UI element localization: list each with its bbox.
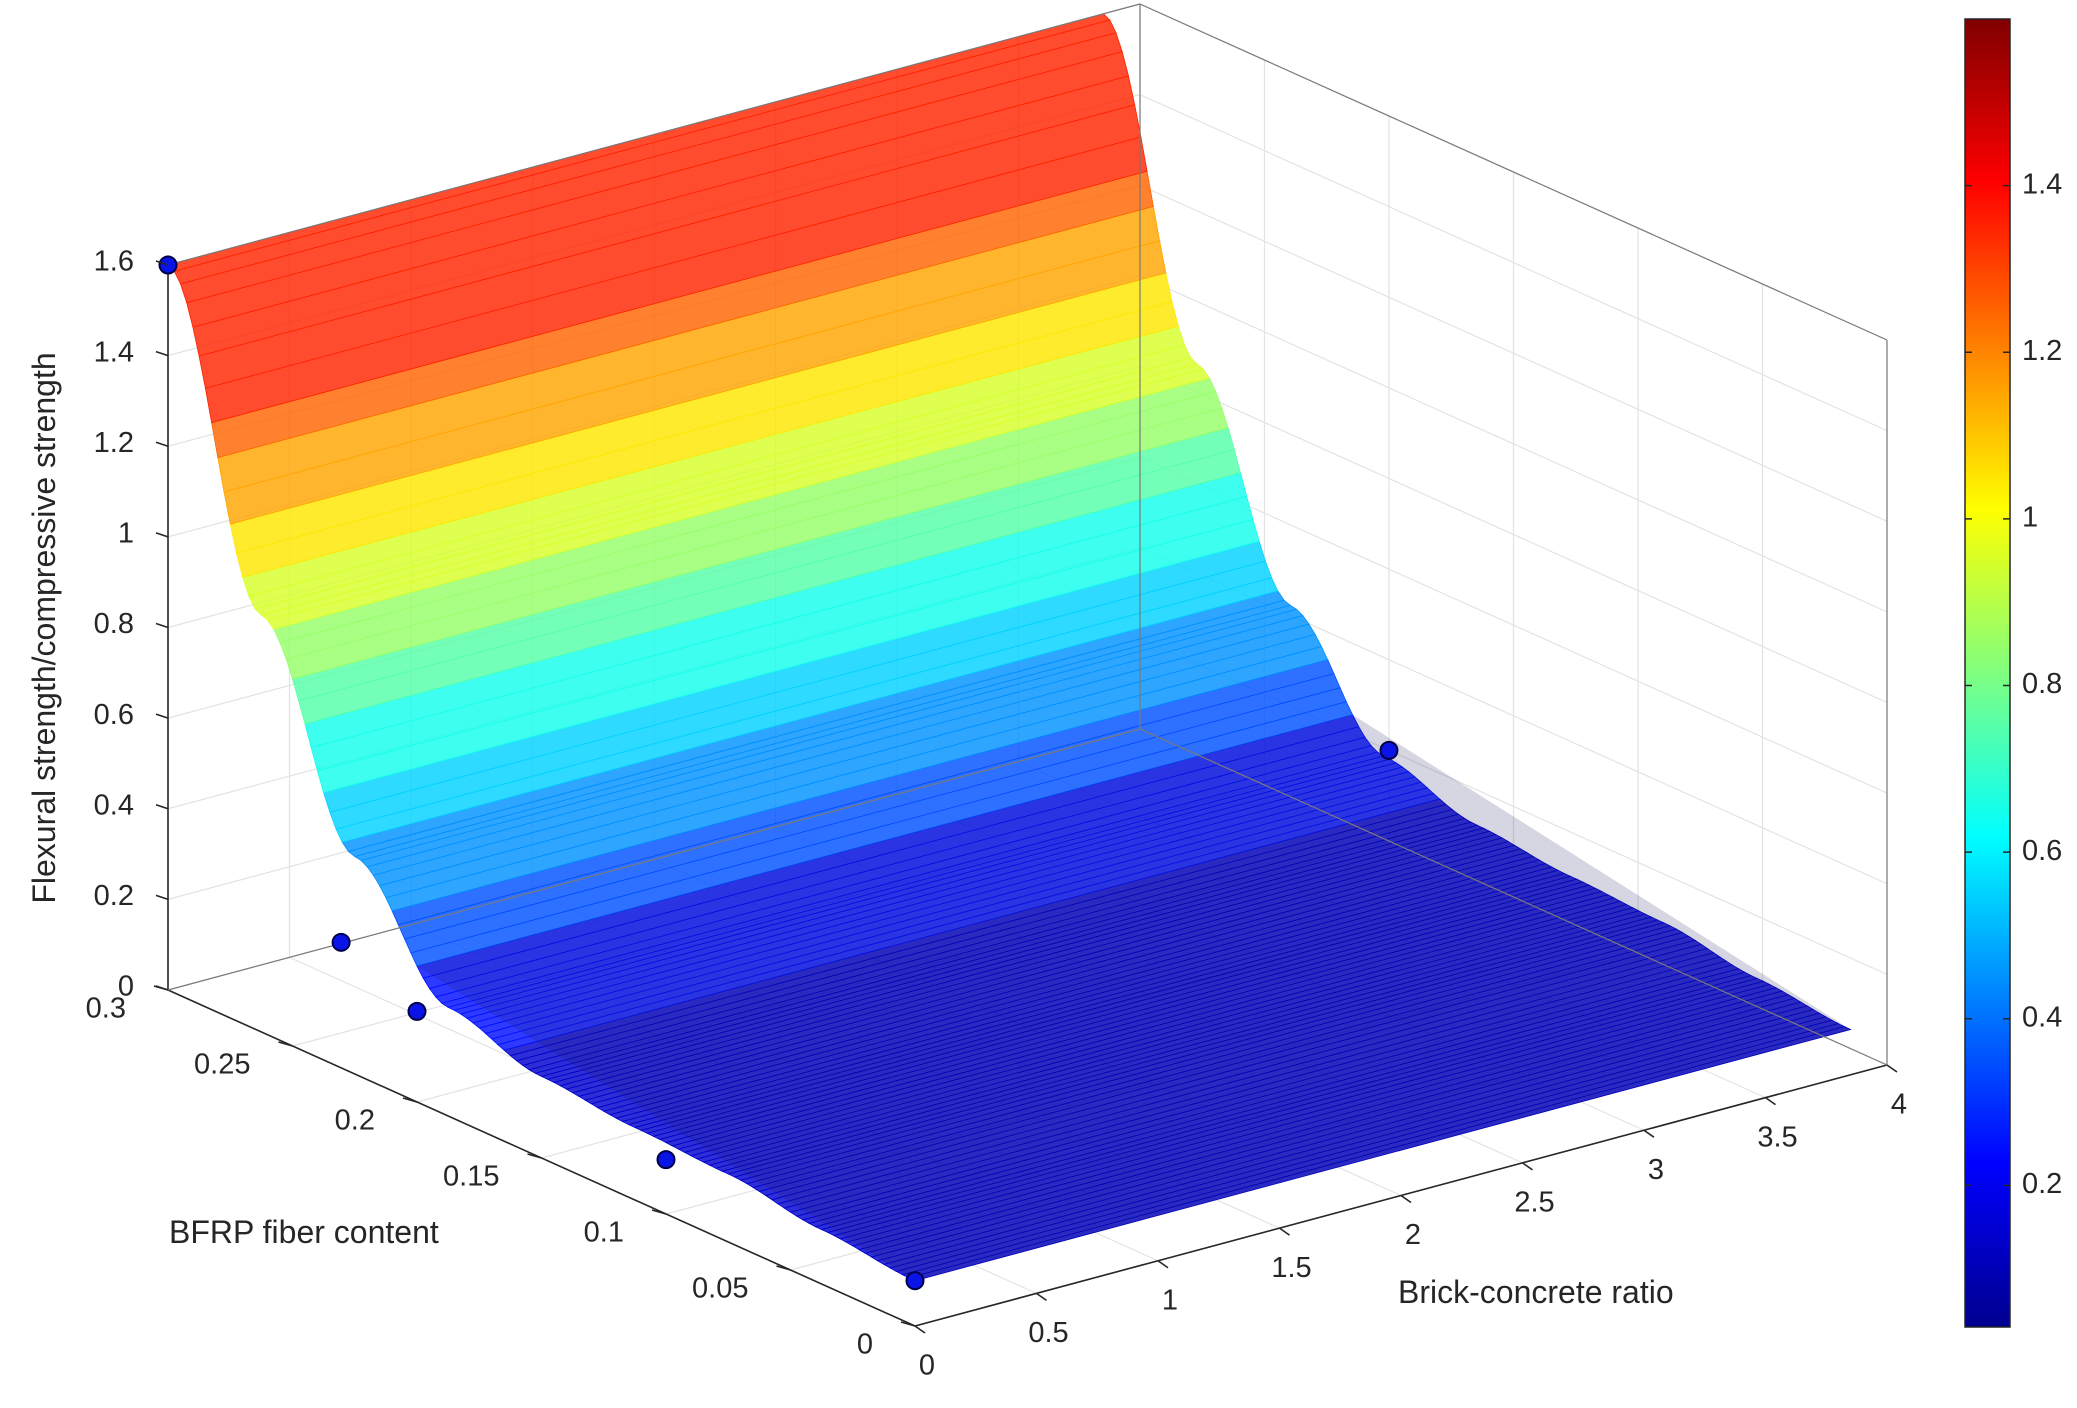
tick-mark	[527, 1153, 542, 1159]
z-tick-label: 1	[118, 518, 134, 550]
colorbar-tick-label: 1	[2022, 502, 2038, 534]
x-tick-label: 2.5	[1514, 1187, 1554, 1219]
y-tick-label: 0	[857, 1329, 873, 1361]
x-tick-label: 3.5	[1757, 1121, 1797, 1153]
tick-mark	[900, 1321, 916, 1327]
tick-mark	[1036, 1292, 1047, 1302]
tick-mark	[651, 1209, 667, 1215]
axis-ticks: 00.511.522.533.5400.050.10.150.20.250.30…	[86, 246, 1907, 1382]
z-tick-label: 0.6	[94, 699, 134, 731]
y-tick-label: 0.3	[86, 993, 126, 1025]
tick-mark	[1522, 1162, 1533, 1171]
z-axis-label: Flexural strength/compressive strength	[26, 352, 62, 903]
tick-mark	[155, 622, 169, 629]
surface-plot	[167, 13, 1852, 1282]
x-tick-label: 0	[919, 1350, 935, 1382]
colorbar-gradient	[1964, 18, 2011, 1328]
box-edge	[1139, 728, 1888, 1066]
colorbar-tick-label: 0.4	[2022, 1001, 2062, 1033]
colorbar-tick-label: 0.2	[2022, 1168, 2062, 1200]
data-points	[158, 255, 1399, 1291]
tick-mark	[1765, 1096, 1776, 1106]
x-tick-label: 0.5	[1028, 1317, 1068, 1349]
tick-mark	[1643, 1129, 1655, 1138]
y-tick-label: 0.25	[194, 1049, 250, 1081]
tick-mark	[1886, 1064, 1898, 1073]
x-tick-label: 1	[1162, 1284, 1178, 1316]
tick-mark	[278, 1041, 293, 1047]
x-tick-label: 3	[1648, 1154, 1664, 1186]
box-edge	[1139, 3, 1888, 341]
tick-mark	[1400, 1194, 1412, 1204]
y-tick-label: 0.15	[443, 1161, 499, 1193]
data-point	[1379, 740, 1399, 760]
z-tick-label: 1.4	[94, 336, 134, 368]
z-tick-label: 0	[118, 971, 134, 1003]
grid-line	[1139, 456, 1888, 794]
box-edge	[167, 728, 1141, 991]
tick-mark	[402, 1097, 418, 1103]
tick-mark	[155, 803, 169, 810]
z-tick-label: 1.2	[94, 427, 134, 459]
grid-line	[1139, 184, 1888, 522]
data-point	[331, 932, 351, 952]
tick-mark	[155, 441, 169, 448]
grid-line	[1139, 94, 1888, 432]
colorbar-tick-label: 0.6	[2022, 835, 2062, 867]
x-tick-label: 2	[1405, 1219, 1421, 1251]
x-tick-label: 4	[1891, 1089, 1907, 1121]
tick-mark	[155, 260, 169, 266]
grid-line	[1139, 365, 1888, 704]
colorbar: 0.2 0.4 0.6 0.8 1 1.2 1.4	[1964, 18, 2062, 1328]
z-tick-label: 0.8	[94, 608, 134, 640]
y-tick-label: 0.05	[692, 1273, 748, 1305]
y-tick-label: 0.1	[584, 1217, 624, 1249]
z-tick-label: 1.6	[94, 246, 134, 278]
data-point	[407, 1001, 427, 1021]
tick-mark	[776, 1265, 791, 1271]
tick-mark	[155, 894, 169, 901]
x-axis-label: Brick-concrete ratio	[1398, 1274, 1674, 1310]
box-edge	[167, 3, 1141, 266]
colorbar-tick-label: 1.2	[2022, 335, 2062, 367]
tick-mark	[1157, 1260, 1169, 1269]
grid-line	[1139, 275, 1888, 613]
colorbar-tick-label: 1.4	[2022, 168, 2062, 200]
tick-mark	[1279, 1227, 1290, 1236]
data-point	[905, 1271, 925, 1291]
y-tick-label: 0.2	[335, 1105, 375, 1137]
tick-mark	[155, 350, 169, 357]
z-tick-label: 0.4	[94, 789, 134, 821]
tick-mark	[155, 713, 169, 719]
x-tick-label: 1.5	[1271, 1252, 1311, 1284]
colorbar-tick-label: 0.8	[2022, 668, 2062, 700]
data-point	[656, 1150, 676, 1170]
surface-shade	[417, 714, 1851, 1281]
z-tick-label: 0.2	[94, 880, 134, 912]
tick-mark	[155, 985, 169, 991]
tick-mark	[914, 1325, 926, 1334]
y-axis-label: BFRP fiber content	[169, 1214, 439, 1250]
tick-mark	[155, 532, 169, 538]
